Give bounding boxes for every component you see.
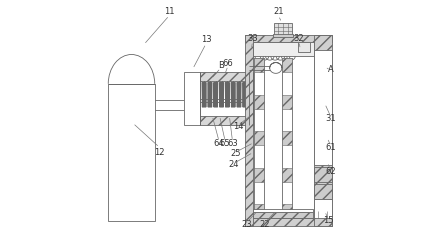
- Text: 13: 13: [201, 35, 211, 44]
- Text: 12: 12: [155, 148, 165, 157]
- Text: 65: 65: [220, 139, 230, 148]
- Text: 31: 31: [325, 114, 336, 123]
- Bar: [254, 204, 264, 218]
- Bar: [184, 72, 200, 125]
- Text: 14: 14: [233, 122, 243, 131]
- Bar: [298, 42, 310, 52]
- Bar: [314, 35, 332, 226]
- Bar: [254, 168, 264, 182]
- Text: 22: 22: [260, 220, 270, 229]
- Bar: [314, 184, 332, 199]
- Text: 25: 25: [230, 149, 241, 158]
- Text: 64: 64: [214, 139, 224, 148]
- Bar: [274, 23, 292, 35]
- Bar: [253, 42, 314, 56]
- Text: 62: 62: [325, 168, 336, 176]
- Circle shape: [300, 44, 305, 50]
- Bar: [282, 131, 292, 145]
- Bar: [245, 218, 332, 226]
- Bar: [282, 58, 292, 218]
- Text: 66: 66: [223, 59, 234, 68]
- Bar: [254, 58, 264, 218]
- Bar: [282, 95, 292, 109]
- Bar: [254, 95, 264, 109]
- Text: 24: 24: [229, 160, 239, 169]
- Bar: [254, 131, 264, 145]
- Text: A: A: [328, 65, 334, 74]
- Text: 15: 15: [323, 216, 333, 225]
- Bar: [273, 34, 293, 37]
- Bar: [282, 168, 292, 182]
- Bar: [314, 199, 332, 218]
- Text: 11: 11: [164, 7, 174, 16]
- Text: 21: 21: [273, 7, 284, 16]
- Bar: [200, 116, 249, 125]
- Bar: [245, 35, 253, 226]
- Bar: [254, 58, 264, 72]
- Text: 61: 61: [325, 143, 336, 152]
- Bar: [200, 72, 249, 81]
- Text: B: B: [218, 61, 224, 70]
- Text: 33: 33: [247, 34, 258, 43]
- Bar: [282, 58, 292, 72]
- Bar: [245, 35, 332, 42]
- Bar: [253, 209, 313, 212]
- Bar: [314, 50, 332, 165]
- Bar: [282, 204, 292, 218]
- Bar: [108, 84, 155, 221]
- Text: 63: 63: [227, 139, 238, 148]
- Text: 32: 32: [294, 34, 305, 43]
- Text: 23: 23: [241, 220, 252, 229]
- Bar: [314, 167, 332, 182]
- Bar: [253, 212, 313, 218]
